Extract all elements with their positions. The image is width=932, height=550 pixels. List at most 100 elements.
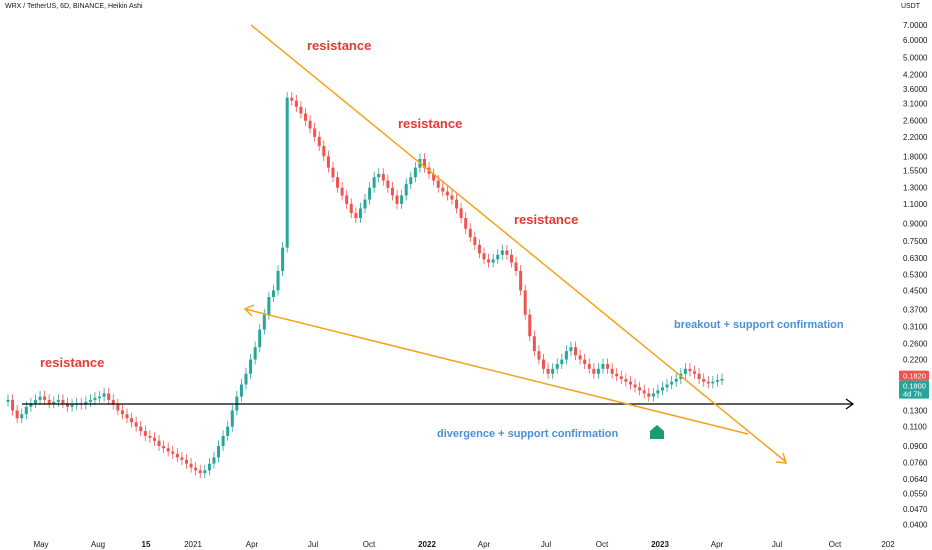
candle-body bbox=[601, 364, 605, 369]
candle-body bbox=[693, 371, 697, 374]
candle-body bbox=[354, 213, 358, 219]
candle-body bbox=[473, 237, 477, 245]
candle-body bbox=[395, 195, 399, 204]
candle-body bbox=[130, 418, 134, 423]
time-tick-label: Jul bbox=[772, 540, 782, 549]
candle-body bbox=[221, 435, 225, 447]
candle-body bbox=[308, 120, 312, 129]
candle-body bbox=[423, 158, 426, 168]
candle-body bbox=[148, 435, 152, 438]
time-tick-label: 2023 bbox=[651, 540, 669, 549]
candle-body bbox=[583, 359, 587, 365]
currency-label: USDT bbox=[900, 3, 920, 10]
price-tick-label: 7.0000 bbox=[903, 21, 928, 30]
candle-body bbox=[702, 378, 706, 382]
candle-body bbox=[294, 100, 298, 107]
annotation-lines bbox=[22, 24, 855, 464]
candle-body bbox=[175, 453, 179, 458]
price-tick-label: 2.2000 bbox=[903, 133, 928, 142]
candle-body bbox=[20, 414, 24, 419]
resistance-label: resistance bbox=[398, 116, 462, 131]
price-tick-label: 0.0640 bbox=[903, 475, 928, 484]
candle-body bbox=[33, 399, 37, 404]
candle-body bbox=[230, 410, 234, 427]
candle-body bbox=[313, 128, 317, 137]
candle-body bbox=[445, 191, 449, 196]
candle-body bbox=[345, 195, 349, 204]
candle-body bbox=[358, 208, 362, 219]
candle-body bbox=[459, 208, 463, 219]
candle-body bbox=[587, 364, 591, 369]
candle-body bbox=[441, 187, 445, 192]
candle-body bbox=[6, 399, 10, 402]
candle-body bbox=[70, 404, 74, 407]
candle-body bbox=[615, 373, 619, 377]
candle-body bbox=[249, 359, 253, 374]
candle-body bbox=[212, 457, 216, 464]
annotation-text: resistance resistance resistance resistance… bbox=[40, 38, 844, 440]
price-tick-label: 0.0400 bbox=[903, 520, 928, 529]
price-tick-label: 0.1100 bbox=[903, 423, 927, 432]
candle-body bbox=[455, 199, 459, 209]
candle-body bbox=[93, 397, 97, 400]
candle-body bbox=[166, 448, 170, 452]
candle-body bbox=[271, 290, 275, 298]
candle-body bbox=[47, 399, 51, 404]
time-tick-label: Jul bbox=[308, 540, 318, 549]
candle-body bbox=[171, 451, 175, 454]
candle-body bbox=[331, 167, 335, 178]
candle-body bbox=[24, 406, 28, 415]
candle-body bbox=[15, 410, 19, 419]
current-price-text: 0.1800 bbox=[903, 382, 926, 391]
candle-body bbox=[207, 463, 211, 471]
candle-body bbox=[574, 347, 578, 356]
candle-body bbox=[477, 244, 481, 254]
candle-body bbox=[290, 97, 294, 101]
price-tick-label: 0.0470 bbox=[903, 505, 928, 514]
candle-body bbox=[56, 399, 60, 402]
candle-body bbox=[336, 177, 340, 188]
candle-body bbox=[532, 336, 536, 352]
resistance-label: resistance bbox=[514, 212, 578, 227]
candle-body bbox=[84, 401, 88, 405]
resistance-label: resistance bbox=[307, 38, 371, 53]
candle-body bbox=[285, 97, 289, 248]
candle-body bbox=[239, 384, 243, 397]
price-tick-label: 0.6300 bbox=[903, 254, 928, 263]
price-tick-label: 0.4500 bbox=[903, 286, 928, 295]
resistance-label: resistance bbox=[40, 355, 104, 370]
candle-body bbox=[491, 259, 495, 263]
countdown-text: 4d 7h bbox=[903, 390, 922, 399]
candle-body bbox=[432, 173, 436, 181]
candle-body bbox=[185, 459, 188, 464]
candle-body bbox=[340, 187, 344, 196]
candle-body bbox=[326, 156, 330, 168]
time-tick-label: 2022 bbox=[418, 540, 436, 549]
candle-body bbox=[569, 347, 573, 352]
time-tick-label: Apr bbox=[711, 540, 724, 549]
candle-body bbox=[244, 373, 248, 385]
candle-body bbox=[487, 259, 491, 263]
candle-body bbox=[194, 467, 198, 471]
candle-body bbox=[436, 180, 440, 188]
candle-body bbox=[665, 384, 669, 388]
price-tick-label: 5.0000 bbox=[903, 53, 928, 62]
candle-body bbox=[592, 368, 596, 374]
price-tick-label: 0.2200 bbox=[903, 356, 928, 365]
candle-body bbox=[628, 381, 632, 385]
candle-body bbox=[661, 387, 664, 391]
candle-body bbox=[139, 426, 143, 432]
candle-body bbox=[134, 422, 138, 427]
candle-body bbox=[98, 396, 102, 399]
candle-body bbox=[253, 347, 257, 360]
candle-body bbox=[299, 106, 303, 114]
candle-body bbox=[386, 180, 390, 188]
time-tick-label: Apr bbox=[478, 540, 491, 549]
candle-body bbox=[656, 390, 660, 394]
time-tick-label: Oct bbox=[363, 540, 376, 549]
price-tick-label: 1.8000 bbox=[903, 152, 928, 161]
candles-layer bbox=[6, 92, 724, 479]
candle-body bbox=[262, 314, 266, 330]
candle-body bbox=[29, 403, 33, 407]
